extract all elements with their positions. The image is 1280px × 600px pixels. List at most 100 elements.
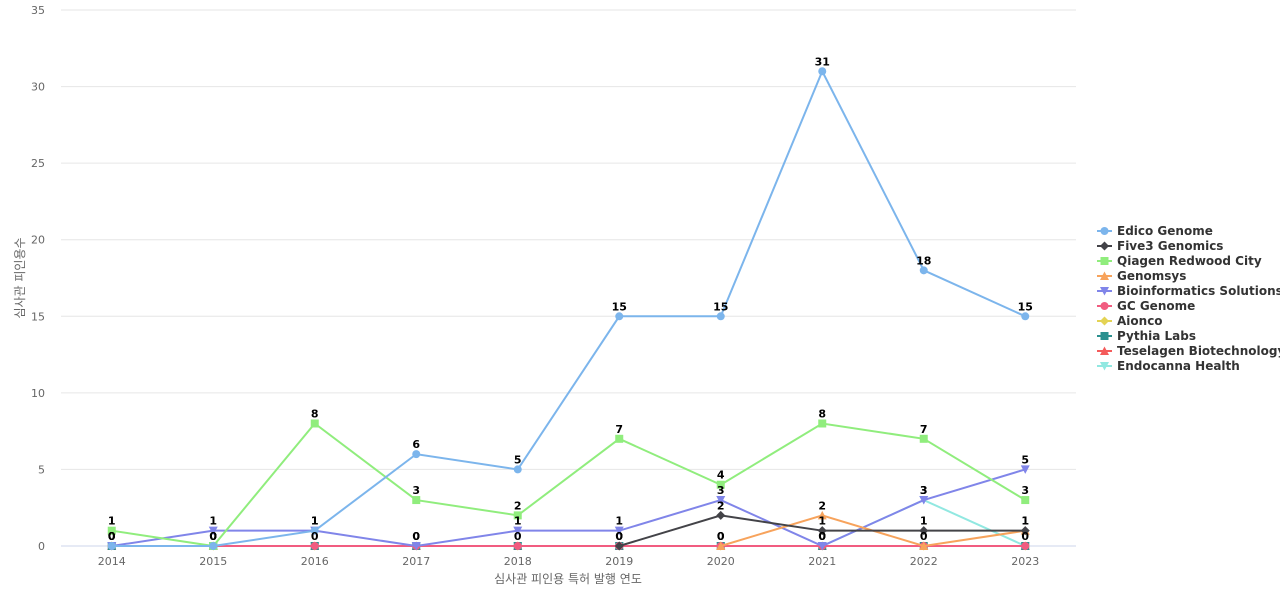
legend-item[interactable]: Bioinformatics Solutions (1097, 284, 1280, 298)
legend-item[interactable]: Pythia Labs (1097, 329, 1196, 343)
legend-item[interactable]: Endocanna Health (1097, 359, 1240, 373)
data-label: 1 (920, 515, 928, 528)
data-label: 1 (108, 515, 116, 528)
legend-item[interactable]: Genomsys (1097, 269, 1186, 283)
data-point-marker (107, 542, 116, 550)
series-line (111, 68, 1026, 547)
legend-marker (1100, 227, 1109, 235)
series-edico-genome (107, 67, 1030, 550)
data-point-marker (310, 542, 319, 550)
data-label: 0 (209, 530, 217, 543)
y-tick-label: 30 (31, 81, 45, 94)
data-label: 1 (311, 515, 319, 528)
series-line (111, 422, 1026, 548)
legend-label: Endocanna Health (1117, 359, 1240, 373)
data-label: 1 (818, 515, 826, 528)
data-point-marker (513, 542, 522, 550)
data-label: 6 (412, 438, 420, 451)
legend-marker (1100, 362, 1109, 371)
data-point-marker (818, 67, 827, 76)
legend-marker (1100, 346, 1109, 355)
legend-marker (1100, 241, 1109, 251)
x-tick-label: 2014 (98, 555, 126, 568)
data-label: 0 (615, 530, 623, 543)
data-label: 2 (818, 499, 826, 512)
data-point-marker (412, 496, 421, 505)
data-label: 18 (916, 254, 931, 267)
data-label: 15 (713, 300, 728, 313)
x-tick-label: 2022 (910, 555, 938, 568)
data-label: 3 (920, 484, 928, 497)
data-label: 2 (717, 499, 725, 512)
data-label: 8 (311, 407, 319, 420)
data-label: 0 (108, 530, 116, 543)
y-tick-label: 35 (31, 4, 45, 17)
data-point-marker (1020, 526, 1030, 536)
data-label: 0 (818, 530, 826, 543)
legend-label: Five3 Genomics (1117, 239, 1223, 253)
series-line (111, 468, 1026, 548)
data-label: 1 (615, 515, 623, 528)
data-label: 0 (412, 530, 420, 543)
grid-layer (61, 9, 1076, 470)
y-axis-ticks: 0 5 10 15 20 25 30 35 (31, 4, 45, 553)
y-axis-title: 심사관 피인용수 (13, 237, 27, 318)
legend-item[interactable]: Aionco (1097, 314, 1163, 328)
legend-item[interactable]: Five3 Genomics (1097, 239, 1223, 253)
legend-marker (1100, 257, 1109, 265)
series-gc-genome (107, 542, 1030, 550)
legend-label: Aionco (1117, 314, 1163, 328)
data-label: 1 (514, 515, 522, 528)
legend-item[interactable]: Teselagen Biotechnology (1097, 344, 1280, 358)
legend-marker (1100, 332, 1109, 340)
x-axis-title: 심사관 피인용 특허 발행 연도 (494, 571, 642, 586)
data-point-marker (716, 312, 725, 321)
legend-label: Teselagen Biotechnology (1117, 344, 1280, 358)
x-axis-ticks: 2014 2015 2016 2017 2018 2019 2020 2021 2022 2023 (98, 555, 1040, 568)
legend-marker (1100, 271, 1109, 280)
legend-marker (1100, 316, 1109, 326)
data-point-marker (919, 541, 929, 550)
series-five3-genomics (614, 510, 1030, 551)
data-point-marker (614, 526, 624, 536)
data-label: 3 (717, 484, 725, 497)
data-point-marker (310, 526, 319, 535)
x-tick-label: 2018 (504, 555, 532, 568)
x-tick-label: 2019 (605, 555, 633, 568)
legend-label: Edico Genome (1117, 224, 1213, 238)
data-point-marker (513, 465, 522, 474)
data-label: 0 (514, 530, 522, 543)
data-label: 8 (818, 407, 826, 420)
data-label: 0 (412, 530, 420, 543)
data-label: 5 (1021, 453, 1029, 466)
data-point-marker (919, 496, 929, 505)
legend-label: Qiagen Redwood City (1117, 254, 1262, 268)
data-point-marker (412, 450, 421, 459)
data-point-marker (209, 542, 218, 550)
data-label: 0 (108, 530, 116, 543)
series-layer (107, 67, 1030, 551)
y-tick-label: 25 (31, 157, 45, 170)
data-point-marker (919, 434, 928, 443)
data-point-marker (411, 542, 421, 551)
data-label: 0 (108, 530, 116, 543)
legend-item[interactable]: Edico Genome (1097, 224, 1213, 238)
x-tick-label: 2015 (199, 555, 227, 568)
legend-item[interactable]: GC Genome (1097, 299, 1195, 313)
data-point-marker (716, 496, 726, 505)
data-point-marker (614, 541, 624, 551)
data-label: 0 (920, 530, 928, 543)
x-tick-label: 2016 (301, 555, 329, 568)
data-label: 0 (209, 530, 217, 543)
series-line (111, 498, 1026, 547)
data-point-marker (716, 541, 726, 550)
data-point-marker (615, 312, 624, 321)
data-label: 1 (1021, 515, 1029, 528)
data-label: 15 (612, 300, 627, 313)
legend-marker (1100, 302, 1109, 310)
legend-item[interactable]: Qiagen Redwood City (1097, 254, 1262, 268)
data-label: 7 (920, 423, 928, 436)
data-point-marker (716, 480, 725, 489)
